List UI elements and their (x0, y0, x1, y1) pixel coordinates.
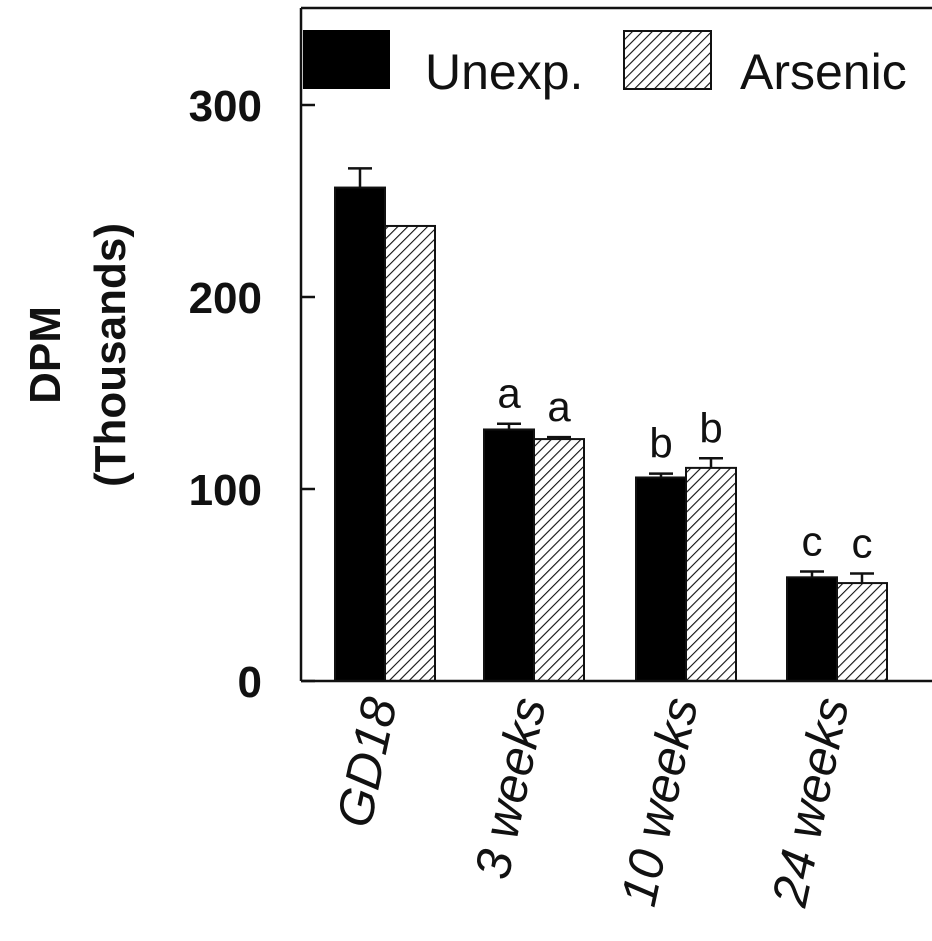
bar-arsenic-10-weeks (685, 466, 737, 682)
x-category-label-3-weeks: 3 weeks (464, 693, 557, 884)
legend-label-arsenic: Arsenic (740, 44, 907, 100)
y-tick-label-100: 100 (189, 466, 262, 515)
bar-arsenic-gd18 (384, 224, 436, 683)
x-category-labels-layer: GD18 3 weeks 10 weeks 24 weeks (326, 692, 860, 911)
legend-label-unexposed: Unexp. (425, 44, 583, 100)
significance-letter-unexposed-10-weeks: b (649, 420, 672, 467)
bar-arsenic-24-weeks (836, 582, 888, 683)
bar-unexposed-10-weeks (635, 476, 687, 683)
error-bars-layer (348, 167, 874, 584)
y-tick-label-200: 200 (189, 274, 262, 323)
y-ticks-layer: 0 100 200 300 (189, 82, 315, 707)
bars-layer (334, 186, 888, 683)
plot-frame (299, 6, 932, 683)
legend: Unexp. Arsenic (303, 30, 907, 100)
x-category-label-gd18: GD18 (326, 692, 408, 832)
significance-letter-unexposed-24-weeks: c (802, 518, 823, 565)
significance-letter-unexposed-3-weeks: a (497, 370, 521, 417)
bar-arsenic-3-weeks (533, 438, 585, 682)
y-tick-label-300: 300 (189, 82, 262, 131)
legend-swatch-unexposed (303, 30, 390, 89)
y-axis-title-line-1: DPM (21, 306, 70, 404)
y-axis-title: DPM (21, 306, 70, 404)
bar-unexposed-24-weeks (786, 576, 838, 683)
y-tick-label-0: 0 (238, 658, 262, 707)
x-category-label-10-weeks: 10 weeks (610, 693, 709, 911)
legend-swatch-arsenic (623, 30, 712, 90)
significance-letter-arsenic-24-weeks: c (852, 519, 873, 566)
significance-letter-arsenic-10-weeks: b (699, 404, 722, 451)
significance-letter-arsenic-3-weeks: a (547, 383, 571, 430)
y-axis-subtitle: (Thousands) (86, 223, 135, 487)
y-axis-title-line-2: (Thousands) (86, 223, 135, 487)
bar-unexposed-3-weeks (483, 428, 535, 683)
bar-unexposed-gd18 (334, 186, 386, 682)
significance-letters-layer: a b c a b c (497, 370, 872, 567)
x-category-label-24-weeks: 24 weeks (761, 693, 860, 912)
